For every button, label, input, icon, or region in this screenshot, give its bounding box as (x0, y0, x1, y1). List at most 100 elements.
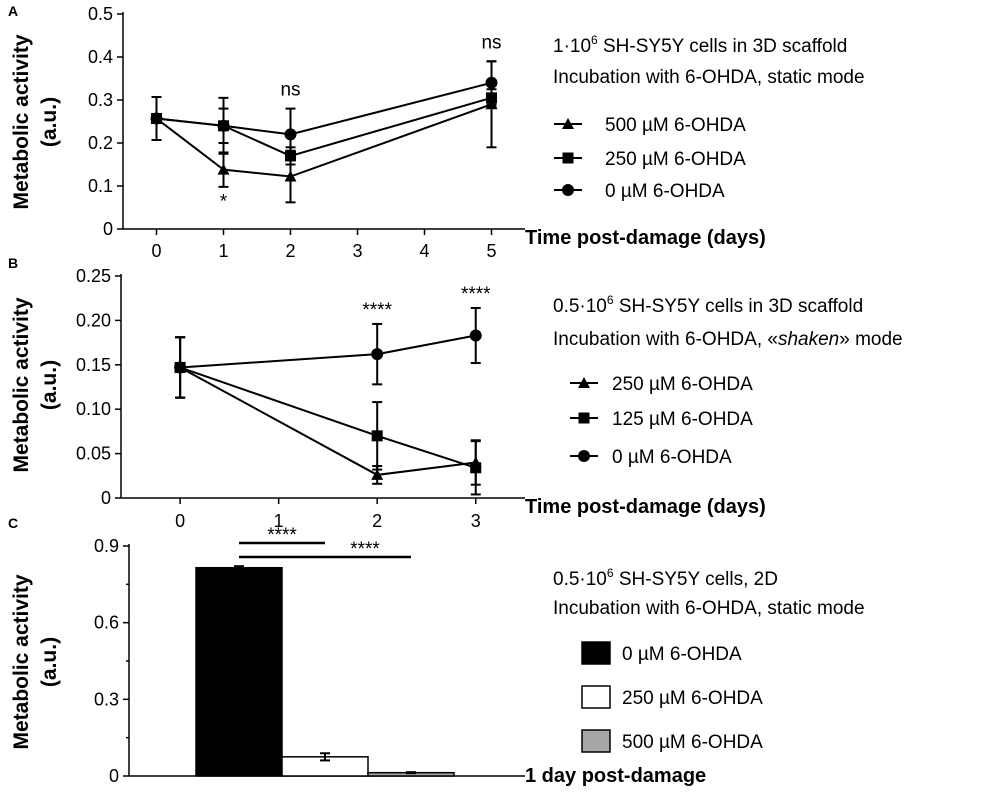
data-point (470, 462, 482, 474)
y-tick-label: 0.5 (88, 4, 113, 24)
y-axis-label: Metabolic activity (a.u.) (10, 297, 61, 472)
panel-c: C Metabolic activity (a.u.) 0 0.3 0.6 0.9 1 day… (8, 515, 865, 787)
legend-label: 0 µM 6-OHDA (622, 644, 742, 665)
x-axis-label: 1 day post-damage (525, 765, 706, 787)
y-axis-label-line1: Metabolic activity (10, 574, 33, 749)
legend-marker (578, 412, 590, 424)
y-tick-label: 0.2 (88, 133, 113, 153)
y-axis-label: Metabolic activity (a.u.) (10, 34, 61, 209)
bar (195, 566, 283, 777)
significance-label: **** (362, 300, 392, 321)
title-prefix: 0.5·10 (553, 569, 607, 590)
panel-title-line1: 0.5·106 SH-SY5Y cells, 2D (553, 566, 778, 590)
data-point (469, 329, 482, 342)
significance-label: ns (481, 32, 501, 53)
title-superscript: 6 (607, 566, 614, 580)
data-point (371, 430, 383, 442)
legend-label: 500 µM 6-OHDA (605, 115, 746, 136)
y-tick-label: 0.20 (76, 310, 111, 330)
x-tick-label: 4 (419, 241, 429, 261)
title-prefix: 1·10 (553, 36, 591, 57)
title-prefix: 0.5·10 (553, 296, 607, 317)
title-suffix: SH-SY5Y cells in 3D scaffold (598, 36, 848, 57)
data-point (150, 112, 163, 125)
legend-swatch (581, 685, 611, 709)
panel-title-line2: Incubation with 6-OHDA, static mode (553, 598, 865, 619)
x-tick-label: 5 (486, 241, 496, 261)
y-tick-label: 0.9 (94, 536, 119, 556)
legend-label: 500 µM 6-OHDA (622, 732, 763, 753)
y-axis-label-line2: (a.u.) (38, 97, 61, 147)
y-axis-label: Metabolic activity (a.u.) (10, 574, 61, 749)
legend-label: 125 µM 6-OHDA (612, 409, 753, 430)
x-axis-label: Time post-damage (days) (525, 496, 766, 518)
y-axis-label-line1: Metabolic activity (10, 34, 33, 209)
data-point (371, 348, 384, 361)
legend-label: 250 µM 6-OHDA (612, 374, 753, 395)
y-tick-label: 0.15 (76, 355, 111, 375)
series-square (174, 336, 482, 496)
title-line2-suffix: » mode (839, 329, 902, 350)
x-tick-label: 0 (151, 241, 161, 261)
significance-label: **** (350, 539, 380, 560)
x-tick-label: 2 (285, 241, 295, 261)
panel-title-line2: Incubation with 6-OHDA, «shaken» mode (553, 329, 903, 350)
data-point (217, 119, 230, 132)
data-point (217, 163, 230, 175)
significance-label: * (220, 192, 228, 213)
series-line (156, 81, 492, 136)
legend-label: 250 µM 6-OHDA (622, 688, 763, 709)
panel-a: A Metabolic activity (a.u.) 0 0.1 0.2 0.3 0.4 0.… (8, 3, 865, 261)
x-tick-label: 2 (372, 511, 382, 531)
y-axis-label-line1: Metabolic activity (10, 297, 33, 472)
y-tick-label: 0.6 (94, 613, 119, 633)
legend-label: 250 µM 6-OHDA (605, 149, 746, 170)
y-axis-label-line2: (a.u.) (38, 360, 61, 410)
significance-label: **** (461, 284, 491, 305)
title-suffix: SH-SY5Y cells in 3D scaffold (614, 296, 864, 317)
x-tick-label: 1 (274, 511, 284, 531)
x-tick-label: 3 (352, 241, 362, 261)
series-line (180, 334, 476, 369)
series-line (155, 103, 492, 178)
series-triangle (174, 336, 482, 486)
legend-swatch (581, 641, 611, 665)
data-point (485, 76, 498, 89)
legend-marker (562, 152, 574, 164)
y-tick-label: 0.3 (88, 90, 113, 110)
legend-marker (562, 118, 574, 129)
title-superscript: 6 (607, 293, 614, 307)
legend-swatch (581, 729, 611, 753)
legend-marker (562, 184, 574, 196)
y-tick-label: 0.3 (94, 689, 119, 709)
panel-letter: C (8, 515, 18, 531)
title-line2-italic: shaken (778, 329, 839, 350)
series-line (179, 366, 477, 469)
y-tick-label: 0.4 (88, 47, 113, 67)
legend-marker (578, 450, 590, 462)
legend-marker (578, 377, 590, 388)
y-tick-label: 0.05 (76, 444, 111, 464)
series-line (156, 96, 492, 157)
significance-label: **** (267, 525, 297, 546)
legend-label: 0 µM 6-OHDA (612, 447, 732, 468)
panel-letter: B (8, 255, 18, 271)
data-point (174, 361, 187, 374)
series-circle (174, 306, 482, 399)
data-point (371, 468, 384, 480)
panel-title-line1: 1·106 SH-SY5Y cells in 3D scaffold (553, 33, 847, 57)
y-tick-label: 0 (103, 219, 113, 239)
data-point (284, 170, 297, 182)
panel-title-line2: Incubation with 6-OHDA, static mode (553, 67, 865, 88)
title-suffix: SH-SY5Y cells, 2D (614, 569, 778, 590)
legend-label: 0 µM 6-OHDA (605, 181, 725, 202)
series-circle (150, 60, 498, 162)
y-tick-label: 0.25 (76, 266, 111, 286)
x-tick-label: 0 (175, 511, 185, 531)
y-tick-label: 0.1 (88, 176, 113, 196)
panel-b: B Metabolic activity (a.u.) 0 0.05 0.10 0.15 0.… (8, 255, 903, 531)
title-line2-prefix: Incubation with 6-OHDA, « (553, 329, 778, 350)
series-triangle (150, 60, 498, 204)
panel-letter: A (8, 3, 18, 19)
